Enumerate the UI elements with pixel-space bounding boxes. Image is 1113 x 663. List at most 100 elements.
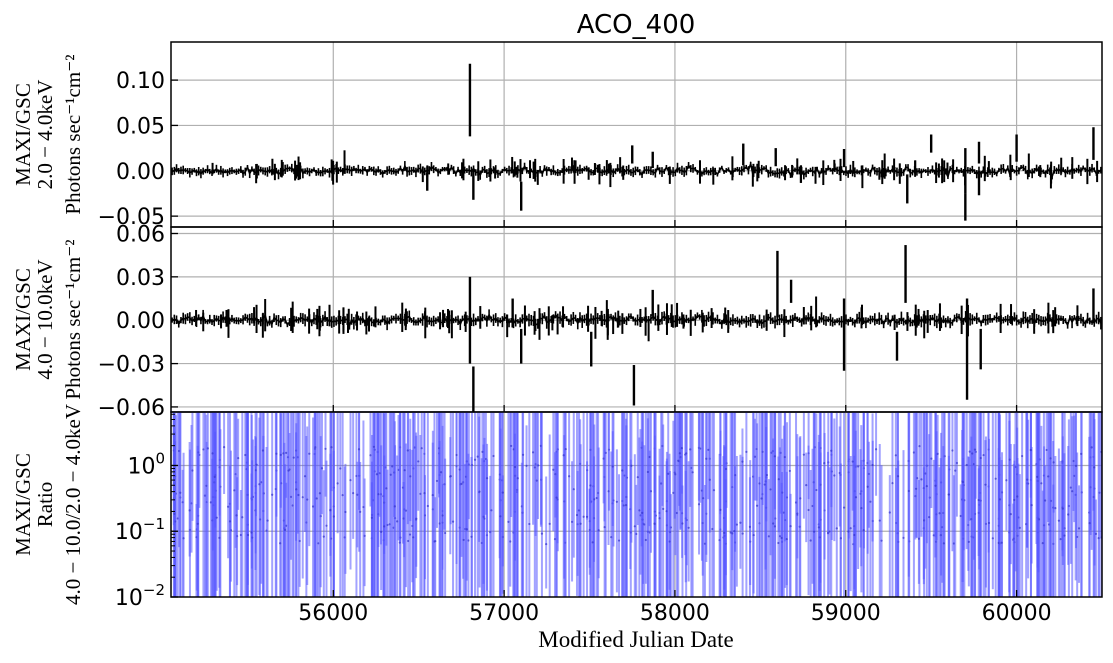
y-tick-label: 10−2 [115,581,165,611]
ratio-point [636,476,639,479]
ratio-point [874,448,878,451]
series-line [171,312,1102,329]
ratio-point [780,536,783,540]
ratio-point [332,515,335,518]
ratio-point [460,482,463,485]
ratio-point [570,520,574,523]
ratio-point [894,454,897,457]
ratio-point [408,533,412,536]
ratio-point [509,540,512,543]
ratio-point [241,516,244,519]
ratio-point [813,530,816,533]
ratio-point [653,522,656,525]
y-axis-label-line: Ratio [33,482,57,528]
ratio-point [244,453,247,457]
ratio-point [869,500,872,503]
ratio-point [552,468,555,471]
ratio-point [878,519,881,522]
ratio-point [778,535,782,538]
ratio-point [705,457,708,460]
y-tick-label-base: 10 [127,454,155,479]
ratio-point [760,497,763,500]
ratio-point [490,509,493,512]
ratio-point [658,517,661,520]
ratio-point [1077,527,1081,530]
ratio-point [375,473,379,476]
ratio-point [977,498,980,502]
ratio-point [752,533,755,537]
ratio-point [516,477,519,480]
ratio-point [417,460,420,463]
ratio-point [325,524,328,527]
x-tick-label: 57000 [469,601,539,626]
ratio-point [733,529,736,533]
ratio-point [329,508,332,511]
ratio-point [954,469,957,472]
ratio-point [433,540,436,543]
ratio-point [767,535,770,538]
ratio-point [1080,452,1083,455]
ratio-point [1021,454,1024,458]
ratio-point [842,506,846,509]
ratio-point [562,454,565,457]
ratio-point [458,468,461,471]
ratio-point [815,488,818,492]
ratio-point [914,487,918,490]
y-axis-label-line: MAXI/GSC [11,83,35,186]
ratio-point [777,478,780,481]
ratio-point [283,528,287,531]
series-line [171,160,1102,180]
ratio-point [285,451,288,454]
ratio-point [572,488,575,491]
ratio-point [579,522,582,525]
ratio-point [1000,541,1003,544]
ratio-point [336,482,339,485]
ratio-point [777,541,780,545]
ratio-point [1067,513,1070,516]
ratio-point [857,465,860,468]
y-tick-label: −0.03 [98,353,165,378]
y-tick-label: −0.06 [98,396,165,421]
ratio-point [611,465,614,468]
y-axis-label-line: MAXI/GSC [11,453,35,556]
ratio-point [213,475,216,478]
y-tick-label: 10−1 [115,515,165,545]
ratio-point [467,539,470,542]
ratio-point [971,452,974,455]
ratio-point [303,475,307,478]
ratio-point [994,477,997,480]
ratio-point [426,504,429,508]
ratio-point [275,452,278,455]
ratio-point [1052,461,1055,464]
ratio-point [833,474,836,477]
ratio-point [577,509,581,512]
ratio-point [644,538,647,542]
ratio-point [967,540,970,543]
ratio-point [449,474,452,478]
ratio-point [369,454,372,457]
ratio-point [739,521,742,524]
ratio-point [481,450,484,453]
ratio-point [1018,526,1021,529]
y-axis-label-line: MAXI/GSC [11,268,35,371]
ratio-point [748,525,752,528]
ratio-point [228,520,232,523]
ratio-point [930,457,933,460]
ratio-point [591,541,594,544]
ratio-point [370,516,374,519]
ratio-point [853,533,856,537]
ratio-point [665,510,668,513]
y-tick-label-exponent: −1 [143,515,165,533]
ratio-point [765,473,769,477]
ratio-point [206,447,209,450]
ratio-point [678,452,681,455]
y-tick-label: 100 [127,449,165,479]
y-tick-label: 0.00 [116,160,165,185]
ratio-point [805,484,808,487]
ratio-point [741,460,744,463]
ratio-point [406,449,409,452]
ratio-point [451,520,455,523]
ratio-point [173,512,176,515]
